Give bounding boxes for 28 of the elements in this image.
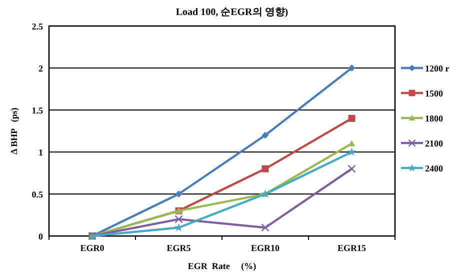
legend-label: 2400 bbox=[425, 164, 444, 174]
y-tick-label: 0.5 bbox=[32, 190, 44, 200]
point bbox=[262, 132, 269, 139]
point bbox=[175, 190, 182, 198]
legend-label: 2100 bbox=[425, 138, 444, 148]
y-tick-label: 0 bbox=[38, 232, 44, 242]
y-tick-label: 1.5 bbox=[32, 106, 44, 116]
point bbox=[348, 64, 356, 72]
chart-title: Load 100, 순EGR의 영향) bbox=[176, 7, 288, 18]
legend-label: 1800 bbox=[425, 114, 444, 124]
x-tick-label: EGR15 bbox=[337, 243, 366, 253]
point bbox=[347, 147, 356, 156]
y-axis-title: Δ BHP (ps) bbox=[9, 108, 19, 154]
point bbox=[348, 164, 356, 173]
legend-label: 1200 r bbox=[425, 64, 450, 74]
x-tick-label: EGR5 bbox=[166, 243, 192, 253]
point bbox=[348, 140, 356, 146]
point bbox=[174, 215, 183, 224]
y-tick-label: 2.5 bbox=[32, 22, 44, 32]
y-tick-label: 2 bbox=[38, 64, 44, 74]
legend-label: 1500 bbox=[425, 88, 444, 98]
y-tick-label: 1 bbox=[38, 148, 44, 158]
point bbox=[348, 114, 356, 122]
x-axis-title: EGR Rate (%) bbox=[188, 261, 256, 271]
x-tick-label: EGR10 bbox=[250, 243, 280, 253]
x-tick-label: EGR0 bbox=[80, 243, 105, 253]
point bbox=[262, 165, 269, 172]
point bbox=[261, 224, 270, 232]
